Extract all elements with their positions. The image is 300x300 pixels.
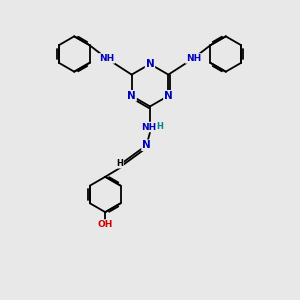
- Text: N: N: [146, 59, 154, 69]
- Text: H: H: [156, 122, 163, 130]
- Text: NH: NH: [186, 54, 201, 63]
- Text: OH: OH: [98, 220, 113, 229]
- Text: H: H: [116, 159, 123, 168]
- Text: NH: NH: [141, 122, 156, 131]
- Text: N: N: [164, 91, 173, 101]
- Text: N: N: [127, 91, 136, 101]
- Text: N: N: [142, 140, 151, 150]
- Text: NH: NH: [99, 54, 114, 63]
